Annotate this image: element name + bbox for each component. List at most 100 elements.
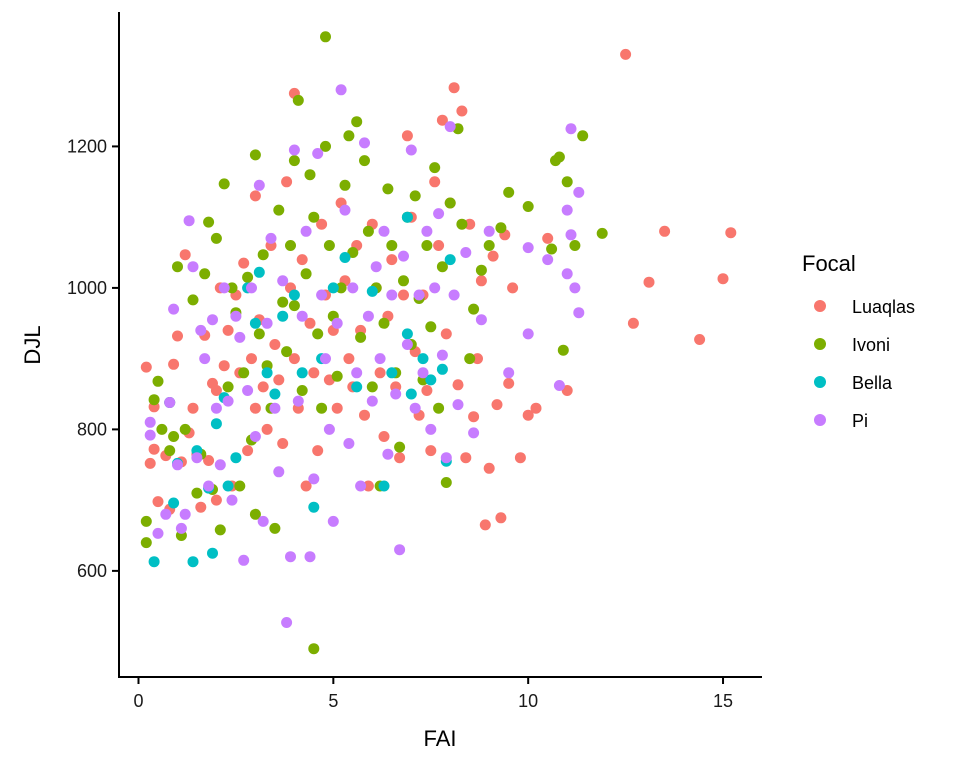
data-point: [386, 289, 398, 301]
data-point: [226, 494, 238, 506]
data-point: [436, 261, 448, 273]
data-point: [308, 367, 320, 379]
data-point: [444, 121, 456, 133]
data-point: [440, 477, 452, 488]
data-point: [148, 394, 160, 406]
data-point: [277, 310, 289, 322]
data-point: [249, 190, 261, 202]
x-tick-label: 5: [328, 691, 338, 711]
data-point: [312, 328, 324, 340]
data-point: [285, 551, 296, 563]
data-point: [292, 395, 304, 407]
data-point: [288, 300, 300, 312]
data-point: [210, 232, 222, 244]
data-point: [179, 423, 191, 435]
data-point: [187, 556, 199, 568]
data-point: [199, 268, 211, 280]
data-point: [561, 268, 573, 280]
data-point: [172, 330, 183, 342]
data-point: [296, 254, 308, 266]
points-layer: [140, 31, 737, 655]
data-point: [210, 418, 222, 430]
data-point: [456, 218, 468, 230]
data-point: [308, 473, 320, 485]
data-point: [433, 240, 445, 251]
data-point: [565, 229, 577, 241]
data-point: [172, 261, 183, 273]
data-point: [234, 331, 246, 343]
data-point: [573, 307, 585, 319]
data-point: [355, 331, 367, 343]
data-point: [277, 275, 289, 287]
data-point: [546, 243, 558, 255]
data-point: [288, 155, 300, 167]
legend-key-bella: [814, 376, 826, 388]
data-point: [296, 310, 308, 322]
x-axis-title: FAI: [423, 726, 456, 751]
data-point: [436, 349, 448, 361]
data-point: [522, 328, 534, 340]
data-point: [234, 480, 246, 492]
data-point: [331, 317, 343, 329]
data-point: [433, 208, 445, 220]
data-point: [304, 551, 316, 563]
data-point: [620, 48, 632, 60]
data-point: [316, 402, 328, 414]
series-ivoni: [140, 31, 608, 655]
data-point: [436, 114, 448, 126]
data-point: [401, 211, 413, 223]
data-point: [323, 240, 335, 251]
data-point: [273, 374, 285, 386]
data-point: [417, 367, 429, 379]
data-point: [468, 427, 480, 439]
data-point: [281, 617, 293, 628]
legend-label-ivoni: Ivoni: [852, 335, 890, 355]
data-point: [366, 381, 378, 393]
data-point: [320, 140, 331, 152]
data-point: [187, 402, 199, 414]
data-point: [253, 179, 265, 191]
data-point: [725, 227, 737, 239]
data-point: [261, 423, 273, 435]
data-point: [351, 367, 363, 379]
data-point: [394, 441, 406, 453]
data-point: [378, 317, 390, 329]
data-point: [144, 457, 156, 469]
legend-key-luaqlas: [814, 300, 826, 312]
data-point: [460, 247, 472, 258]
data-point: [378, 225, 390, 237]
data-point: [152, 375, 164, 387]
data-point: [530, 402, 542, 414]
data-point: [472, 353, 483, 365]
data-point: [452, 379, 464, 391]
data-point: [409, 402, 421, 414]
data-point: [487, 250, 499, 262]
data-point: [429, 176, 441, 188]
data-point: [553, 380, 565, 391]
data-point: [401, 130, 413, 142]
data-point: [226, 282, 238, 294]
data-point: [308, 501, 320, 513]
data-point: [281, 176, 293, 188]
data-point: [183, 215, 195, 227]
data-point: [382, 183, 394, 195]
data-point: [429, 282, 441, 294]
data-point: [238, 367, 250, 379]
data-point: [374, 353, 386, 365]
data-point: [144, 429, 156, 441]
data-point: [514, 452, 526, 464]
data-point: [269, 339, 281, 350]
data-point: [179, 249, 191, 261]
data-point: [249, 402, 261, 414]
ticks-layer: 0 5 10 15 600 800 1000 1200: [67, 136, 733, 711]
data-point: [288, 353, 300, 365]
data-point: [343, 438, 355, 449]
data-point: [187, 294, 199, 306]
legend-title: Focal: [802, 251, 856, 276]
data-point: [269, 402, 281, 414]
data-point: [246, 282, 257, 294]
data-point: [339, 204, 351, 216]
data-point: [386, 240, 398, 251]
data-point: [164, 397, 176, 408]
data-point: [444, 254, 456, 266]
